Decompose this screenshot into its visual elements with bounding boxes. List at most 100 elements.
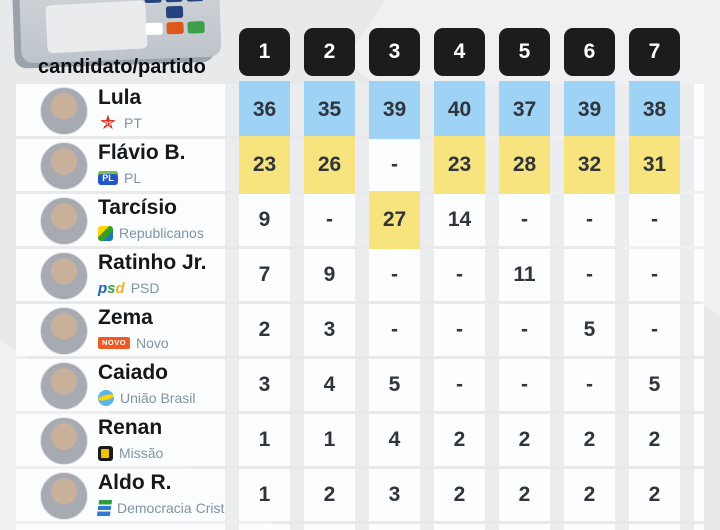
poll-value-cell: 2 [564, 469, 615, 521]
poll-value-cell: 4 [369, 414, 420, 466]
table-row-ratinho: Ratinho Jr. psd PSD 7 9 - - 11 - - [16, 249, 704, 301]
poll-value-cell: 2 [499, 414, 550, 466]
poll-value-cell: 1 [239, 414, 290, 466]
pl-logo-icon: PL [98, 171, 118, 185]
avatar [40, 252, 88, 300]
poll-value-cell: - [564, 249, 615, 301]
poll-value-cell: 9 [304, 249, 355, 301]
table-row-partial [16, 524, 704, 530]
republicanos-logo-icon [98, 225, 113, 241]
poll-value-cell: - [369, 139, 420, 191]
poll-column-header-2: 2 [304, 28, 355, 76]
poll-value-cell: 11 [499, 249, 550, 301]
poll-column-header-3: 3 [369, 28, 420, 76]
voting-machine-illustration [11, 0, 222, 69]
poll-values-lane [225, 524, 695, 530]
missao-logo-icon [98, 445, 113, 461]
poll-value-cell: 28 [499, 136, 550, 194]
keypad-key [144, 0, 162, 4]
candidate-name: Renan [98, 416, 163, 439]
avatar [40, 417, 88, 465]
candidate-name: Ratinho Jr. [98, 251, 207, 274]
poll-value-cell: 5 [564, 304, 615, 356]
poll-value-cell: - [499, 304, 550, 356]
poll-value-cell: - [369, 249, 420, 301]
poll-value-cell: - [629, 194, 680, 246]
poll-values-lane: 3 4 5 - - - 5 [225, 359, 695, 411]
poll-value-cell: 27 [369, 191, 420, 249]
avatar [40, 197, 88, 245]
party-label: Republicanos [119, 225, 204, 241]
poll-value-cell: 39 [369, 81, 420, 139]
poll-value-cell: 7 [239, 249, 290, 301]
poll-value-cell: 38 [629, 81, 680, 139]
poll-values-lane: 1 1 4 2 2 2 2 [225, 414, 695, 466]
poll-value-cell: 2 [239, 304, 290, 356]
avatar [40, 362, 88, 410]
poll-value-cell: 32 [564, 136, 615, 194]
table-row-zema: Zema NOVO Novo 2 3 - - - 5 - [16, 304, 704, 356]
avatar [40, 472, 88, 520]
poll-value-cell: - [434, 359, 485, 411]
table-row-lula: Lula ★ PT PT 36 35 39 40 37 39 38 [16, 81, 704, 139]
keypad-key [165, 5, 184, 19]
poll-value-cell: 37 [499, 81, 550, 139]
poll-column-header-4: 4 [434, 28, 485, 76]
candidate-party: União Brasil [97, 388, 196, 408]
candidate-name: Caiado [98, 361, 169, 384]
poll-value-cell: 3 [369, 469, 420, 521]
table-row-aldo: Aldo R. Democracia Cristã 1 2 3 2 2 2 2 [16, 469, 704, 521]
candidate-name: Flávio B. [98, 141, 186, 164]
keypad-orange-key [166, 21, 184, 35]
voting-machine-keypad [144, 0, 205, 36]
poll-column-header-7: 7 [629, 28, 680, 76]
candidate-party-header-label: candidato/partido [38, 56, 206, 78]
poll-value-cell: - [434, 304, 485, 356]
table-row-flavio: Flávio B. PL PL 23 26 - 23 28 32 31 [16, 136, 704, 194]
poll-value-cell: 3 [304, 304, 355, 356]
poll-value-cell: - [499, 194, 550, 246]
candidate-party: Republicanos [98, 223, 204, 243]
avatar [40, 307, 88, 355]
poll-value-cell: - [434, 249, 485, 301]
poll-value-cell: 2 [434, 414, 485, 466]
candidate-name: Zema [98, 306, 153, 329]
poll-value-cell: 2 [629, 414, 680, 466]
poll-value-cell: 3 [239, 359, 290, 411]
poll-value-cell: 2 [304, 469, 355, 521]
poll-value-cell: 2 [434, 469, 485, 521]
poll-value-cell: - [564, 194, 615, 246]
novo-logo-icon: NOVO [98, 337, 130, 349]
party-label: PL [124, 170, 142, 186]
poll-value-cell: - [304, 194, 355, 246]
pt-star-icon: ★ PT [99, 112, 117, 134]
poll-value-cell: 23 [239, 136, 290, 194]
poll-value-cell: 2 [499, 469, 550, 521]
poll-value-cell: 9 [239, 194, 290, 246]
poll-value-cell: - [564, 359, 615, 411]
poll-value-cell: 39 [564, 81, 615, 139]
candidate-name: Tarcísio [98, 196, 177, 219]
poll-value-cell: - [499, 359, 550, 411]
table-row-renan: Renan Missão 1 1 4 2 2 2 2 [16, 414, 704, 466]
party-label: Democracia Cristã [117, 500, 233, 516]
keypad-key [165, 0, 183, 3]
table-row-tarcisio: Tarcísio Republicanos 9 - 27 14 - - - [16, 191, 704, 249]
candidate-name: Lula [98, 86, 142, 109]
poll-value-cell: 1 [239, 469, 290, 521]
keypad-green-key [187, 21, 205, 34]
poll-column-header-1: 1 [239, 28, 290, 76]
poll-value-cell: 14 [434, 194, 485, 246]
keypad-key [186, 0, 204, 2]
poll-value-cell: 5 [369, 359, 420, 411]
poll-value-cell: 2 [629, 469, 680, 521]
poll-value-cell: 2 [564, 414, 615, 466]
poll-value-cell: - [369, 304, 420, 356]
avatar [40, 87, 88, 135]
candidate-name: Aldo R. [98, 471, 172, 494]
poll-values-lane: 1 2 3 2 2 2 2 [225, 469, 695, 521]
democracia-crista-logo-icon [96, 500, 113, 516]
voting-machine-screen [45, 0, 148, 54]
party-label: União Brasil [120, 390, 196, 406]
